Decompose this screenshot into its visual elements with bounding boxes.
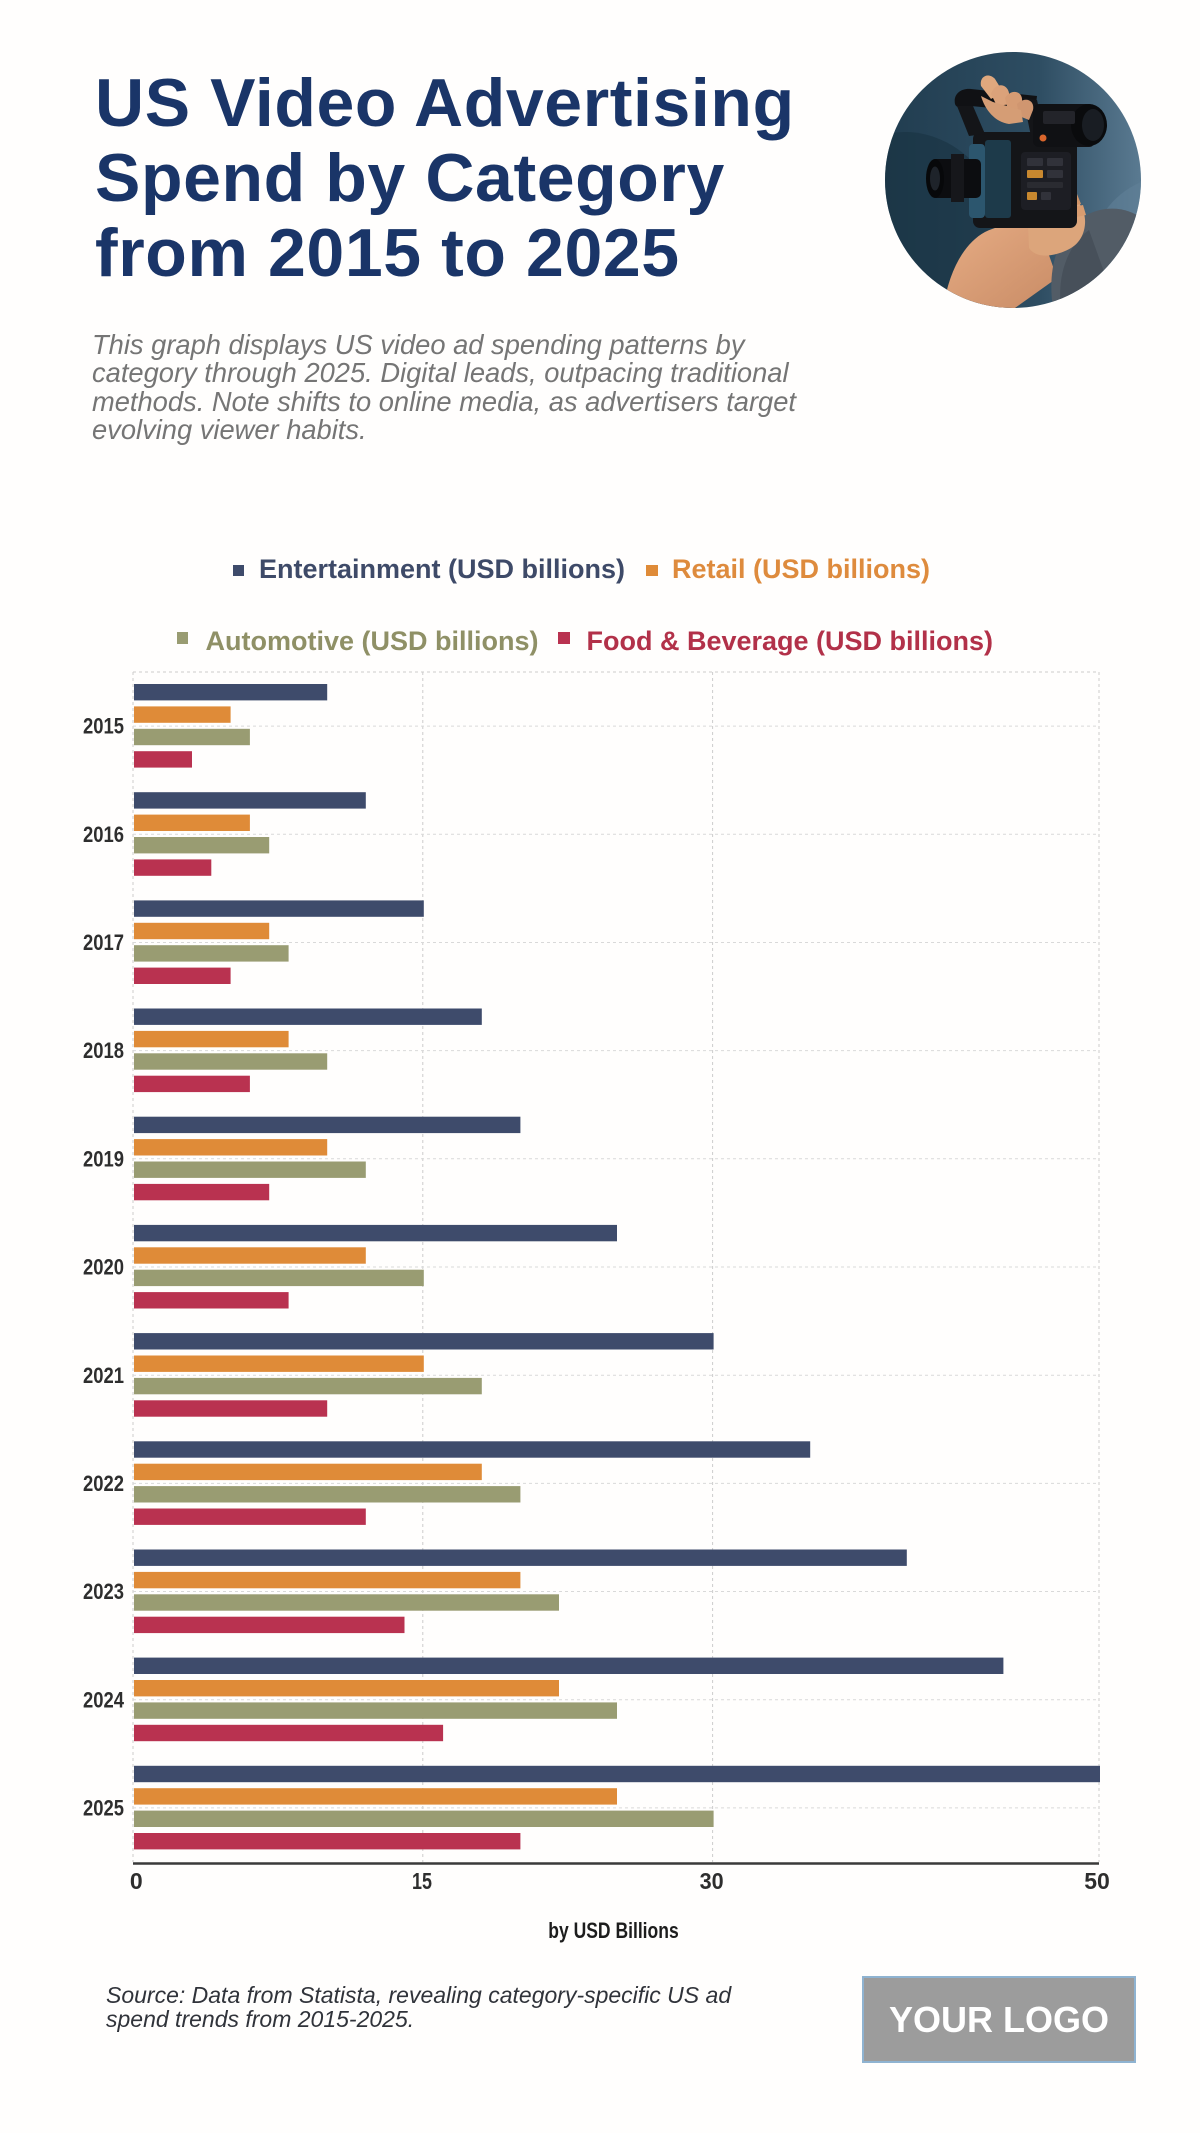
- svg-text:2024: 2024: [83, 1687, 125, 1712]
- svg-text:30: 30: [700, 1868, 724, 1894]
- svg-text:2023: 2023: [83, 1579, 124, 1604]
- svg-text:2019: 2019: [83, 1146, 124, 1171]
- svg-text:0: 0: [130, 1868, 143, 1894]
- svg-text:2021: 2021: [83, 1363, 124, 1388]
- svg-text:15: 15: [412, 1868, 432, 1894]
- svg-text:by USD Billions: by USD Billions: [548, 1918, 678, 1943]
- svg-text:2016: 2016: [83, 822, 124, 847]
- svg-text:50: 50: [1084, 1868, 1110, 1894]
- svg-text:2022: 2022: [83, 1471, 124, 1496]
- svg-text:2025: 2025: [83, 1796, 124, 1821]
- svg-text:2018: 2018: [83, 1038, 124, 1063]
- svg-text:2020: 2020: [83, 1255, 124, 1280]
- svg-text:2017: 2017: [83, 930, 124, 955]
- svg-text:2015: 2015: [83, 714, 124, 739]
